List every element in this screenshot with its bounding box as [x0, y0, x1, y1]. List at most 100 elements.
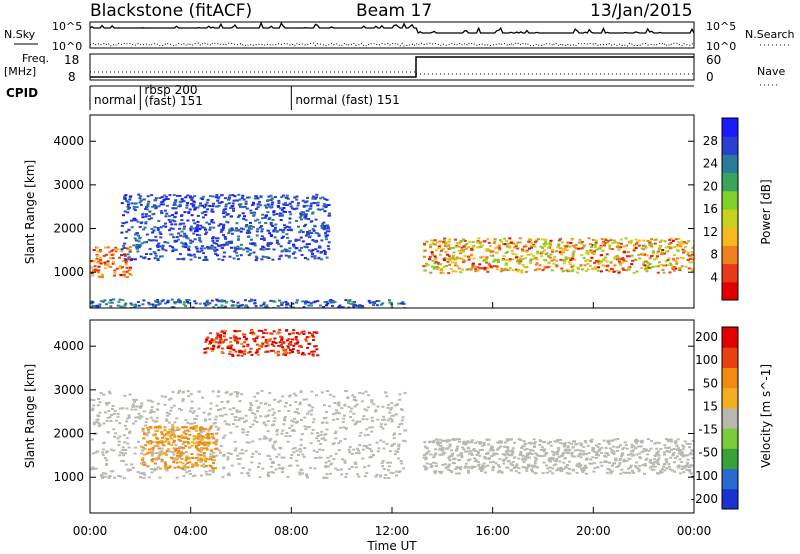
heatmap-cell — [210, 424, 214, 427]
heatmap-cell — [465, 441, 469, 444]
heatmap-cell — [123, 197, 127, 200]
heatmap-cell — [644, 268, 648, 271]
heatmap-cell — [580, 469, 584, 472]
heatmap-cell — [278, 214, 282, 217]
heatmap-cell — [398, 433, 402, 435]
heatmap-cell — [101, 476, 104, 479]
heatmap-cell — [233, 250, 237, 253]
heatmap-cell — [204, 428, 208, 431]
heatmap-cell — [633, 245, 637, 248]
heatmap-cell — [304, 428, 308, 431]
heatmap-cell — [304, 338, 308, 341]
heatmap-cell — [451, 461, 455, 464]
heatmap-cell — [212, 202, 215, 205]
heatmap-cell — [300, 468, 304, 471]
heatmap-cell — [302, 353, 306, 356]
heatmap-cell — [640, 441, 644, 444]
heatmap-cell — [642, 263, 645, 266]
heatmap-cell — [593, 250, 597, 253]
heatmap-cell — [196, 233, 199, 236]
heatmap-cell — [584, 441, 588, 444]
heatmap-cell — [246, 345, 250, 347]
heatmap-cell — [613, 438, 617, 441]
heatmap-cell — [474, 268, 478, 271]
heatmap-cell — [450, 258, 454, 261]
heatmap-cell — [306, 301, 310, 304]
heatmap-cell — [214, 303, 218, 306]
heatmap-cell — [139, 255, 143, 258]
heatmap-cell — [90, 272, 94, 275]
heatmap-cell — [226, 213, 230, 216]
heatmap-cell — [471, 465, 474, 468]
heatmap-cell — [232, 336, 236, 339]
heatmap-cell — [403, 440, 407, 443]
heatmap-cell — [352, 448, 356, 451]
heatmap-cell — [548, 460, 552, 463]
heatmap-cell — [114, 419, 118, 422]
heatmap-cell — [457, 242, 461, 245]
heatmap-cell — [202, 453, 206, 456]
heatmap-cell — [156, 301, 160, 303]
heatmap-cell — [248, 350, 252, 353]
heatmap-cell — [153, 252, 157, 255]
heatmap-cell — [254, 416, 257, 419]
heatmap-cell — [271, 446, 275, 449]
heatmap-cell — [501, 243, 505, 246]
heatmap-cell — [143, 453, 147, 456]
heatmap-cell — [537, 268, 541, 271]
heatmap-cell — [189, 195, 192, 198]
heatmap-cell — [164, 222, 167, 225]
heatmap-cell — [216, 428, 220, 431]
heatmap-cell — [499, 441, 503, 444]
heatmap-cell — [551, 250, 554, 253]
heatmap-cell — [127, 258, 131, 261]
heatmap-cell — [166, 241, 170, 244]
heatmap-cell — [251, 243, 255, 246]
heatmap-cell — [122, 273, 126, 276]
x-tick-label: 04:00 — [173, 524, 208, 538]
heatmap-cell — [294, 238, 298, 241]
heatmap-cell — [578, 453, 582, 456]
heatmap-cell — [131, 466, 135, 469]
heatmap-cell — [312, 335, 316, 338]
heatmap-cell — [137, 412, 141, 415]
heatmap-cell — [639, 440, 643, 443]
heatmap-cell — [592, 252, 596, 255]
heatmap-cell — [277, 202, 281, 205]
heatmap-cell — [375, 300, 379, 302]
heatmap-cell — [164, 249, 168, 252]
heatmap-cell — [280, 471, 284, 473]
heatmap-cell — [295, 408, 299, 411]
heatmap-cell — [454, 238, 457, 241]
heatmap-cell — [452, 254, 455, 257]
heatmap-cell — [679, 242, 683, 245]
heatmap-cell — [268, 243, 272, 245]
heatmap-cell — [147, 258, 151, 260]
heatmap-cell — [603, 241, 607, 244]
heatmap-cell — [152, 251, 156, 254]
heatmap-cell — [575, 443, 578, 446]
nsky-tick-bottom-right: 10^0 — [706, 40, 736, 53]
heatmap-cell — [239, 230, 243, 233]
heatmap-cell — [568, 448, 572, 451]
heatmap-cell — [486, 464, 490, 467]
heatmap-cell — [156, 466, 160, 469]
heatmap-cell — [605, 461, 609, 463]
heatmap-cell — [230, 205, 234, 208]
heatmap-cell — [641, 252, 645, 255]
heatmap-cell — [531, 449, 535, 452]
heatmap-cell — [202, 216, 205, 219]
heatmap-cell — [91, 409, 95, 412]
heatmap-cell — [316, 204, 320, 207]
heatmap-cell — [592, 470, 596, 473]
heatmap-cell — [272, 471, 275, 474]
heatmap-cell — [213, 459, 217, 462]
heatmap-cell — [660, 253, 664, 256]
heatmap-cell — [666, 450, 670, 453]
heatmap-cell — [286, 229, 290, 231]
heatmap-cell — [169, 409, 173, 412]
heatmap-cell — [285, 225, 289, 228]
heatmap-cell — [473, 460, 477, 463]
heatmap-cell — [177, 298, 181, 301]
heatmap-cell — [177, 438, 181, 441]
